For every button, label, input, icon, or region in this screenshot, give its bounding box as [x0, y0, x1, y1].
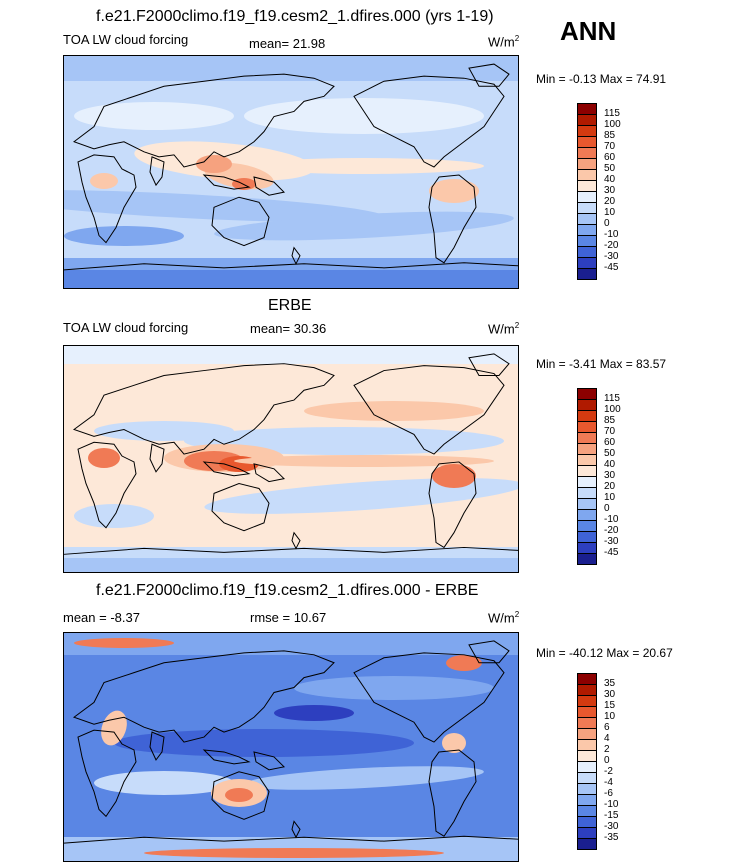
season-label: ANN: [560, 16, 617, 46]
colorbar-tick-label: -6: [604, 788, 613, 799]
colorbar-tick-label: 85: [604, 415, 616, 426]
colorbar-tick-label: -2: [604, 766, 613, 777]
colorbar-tick-label: -45: [604, 262, 619, 273]
colorbar-tick-label: 70: [604, 141, 616, 152]
panel3-minmax: Min = -40.12 Max = 20.67: [536, 646, 673, 660]
colorbar-tick-label: 70: [604, 426, 616, 437]
colorbar-tick-label: 40: [604, 174, 616, 185]
colorbar-tick-label: -35: [604, 832, 619, 843]
panel3-title: f.e21.F2000climo.f19_f19.cesm2_1.dfires.…: [96, 582, 479, 599]
panel2-minmax: Min = -3.41 Max = 83.57: [536, 357, 667, 371]
panel1-map: [63, 55, 519, 289]
panel1-minmax: Min = -0.13 Max = 74.91: [536, 72, 667, 86]
panel1-variable-label: TOA LW cloud forcing: [63, 32, 189, 47]
colorbar-tick-label: 115: [604, 393, 620, 404]
colorbar-tick-label: 30: [604, 689, 616, 700]
colorbar-tick-label: -30: [604, 536, 619, 547]
panel2-units: W/m2: [488, 321, 520, 337]
colorbar-tick-label: 15: [604, 700, 616, 711]
colorbar-tick-label: -20: [604, 240, 619, 251]
colorbar-tick-label: 10: [604, 711, 616, 722]
colorbar-tick-label: 60: [604, 437, 616, 448]
colorbar-tick-label: -20: [604, 525, 619, 536]
colorbar-tick-label: 100: [604, 119, 621, 130]
panel3-map: [63, 632, 519, 862]
colorbar-tick-label: 30: [604, 185, 616, 196]
colorbar-tick-label: -30: [604, 821, 619, 832]
colorbar-tick-label: 0: [604, 218, 610, 229]
colorbar-tick-label: -10: [604, 229, 619, 240]
colorbar-tick-label: 10: [604, 492, 616, 503]
colorbar-tick-label: 35: [604, 678, 616, 689]
colorbar-tick-label: 20: [604, 481, 616, 492]
panel2-mean-label: mean= 30.36: [250, 321, 327, 336]
panel1-title: f.e21.F2000climo.f19_f19.cesm2_1.dfires.…: [96, 8, 494, 25]
colorbar-tick-label: 2: [604, 744, 610, 755]
colorbar-tick-label: 50: [604, 448, 616, 459]
colorbar-tick-label: -10: [604, 514, 619, 525]
panel2-variable-label: TOA LW cloud forcing: [63, 320, 189, 335]
colorbar-tick-label: -30: [604, 251, 619, 262]
panel3-units: W/m2: [488, 610, 520, 626]
colorbar-tick-label: 100: [604, 404, 621, 415]
colorbar-box: [577, 553, 597, 565]
colorbar-tick-label: -10: [604, 799, 619, 810]
panel1-mean-label: mean= 21.98: [249, 36, 326, 51]
colorbar-tick-label: 115: [604, 108, 620, 119]
colorbar-tick-label: 0: [604, 755, 610, 766]
colorbar-tick-label: -15: [604, 810, 619, 821]
colorbar-tick-label: 4: [604, 733, 610, 744]
colorbar-tick-label: 50: [604, 163, 616, 174]
colorbar-box: [577, 838, 597, 850]
colorbar-tick-label: 40: [604, 459, 616, 470]
colorbar-tick-label: 20: [604, 196, 616, 207]
colorbar-tick-label: 60: [604, 152, 616, 163]
panel3-rmse-label: rmse = 10.67: [250, 610, 327, 625]
colorbar-tick-label: -45: [604, 547, 619, 558]
panel3-mean-label: mean = -8.37: [63, 610, 140, 625]
colorbar-tick-label: 10: [604, 207, 616, 218]
colorbar-tick-label: 85: [604, 130, 616, 141]
panel2-title: ERBE: [268, 297, 312, 314]
panel2-map: [63, 345, 519, 573]
colorbar-tick-label: -4: [604, 777, 613, 788]
colorbar-box: [577, 268, 597, 280]
colorbar-tick-label: 30: [604, 470, 616, 481]
colorbar-tick-label: 6: [604, 722, 610, 733]
panel1-units: W/m2: [488, 34, 520, 50]
colorbar-tick-label: 0: [604, 503, 610, 514]
